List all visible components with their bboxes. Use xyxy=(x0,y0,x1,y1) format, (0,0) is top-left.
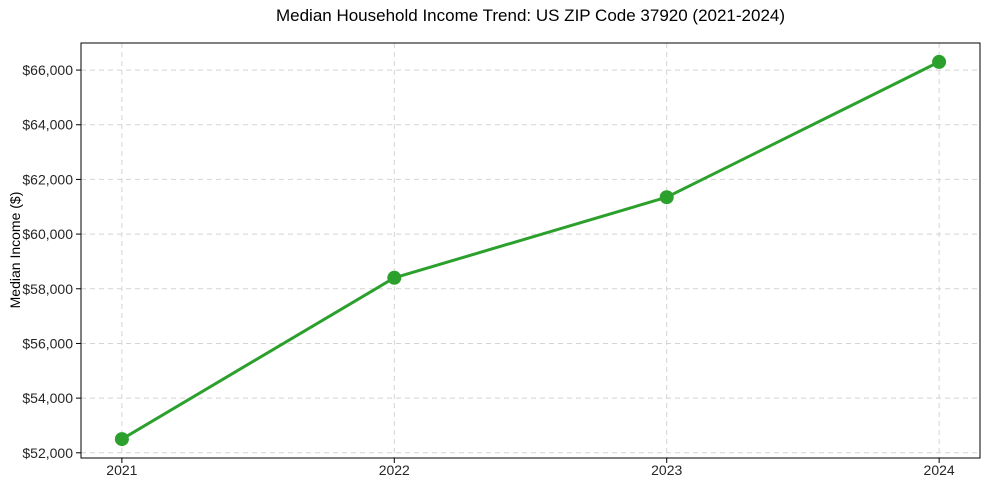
trend-line xyxy=(120,60,941,441)
data-point xyxy=(114,432,129,447)
x-tick-label: 2024 xyxy=(924,462,955,478)
plot-border xyxy=(80,42,981,459)
y-tick-label: $62,000 xyxy=(22,171,73,187)
y-tick-label: $64,000 xyxy=(22,117,73,133)
y-tick-label: $54,000 xyxy=(22,390,73,406)
y-tick-label: $66,000 xyxy=(22,62,73,78)
y-tick-label: $56,000 xyxy=(22,335,73,351)
data-point xyxy=(387,270,402,285)
y-tick-label: $58,000 xyxy=(22,281,73,297)
x-tick-label: 2022 xyxy=(379,462,410,478)
chart-title: Median Household Income Trend: US ZIP Co… xyxy=(275,6,786,25)
data-point xyxy=(932,54,947,69)
data-point xyxy=(659,190,674,205)
x-tick-label: 2021 xyxy=(106,462,137,478)
y-tick-label: $60,000 xyxy=(22,226,73,242)
x-tick-label: 2023 xyxy=(651,462,682,478)
y-tick-label: $52,000 xyxy=(22,445,73,461)
